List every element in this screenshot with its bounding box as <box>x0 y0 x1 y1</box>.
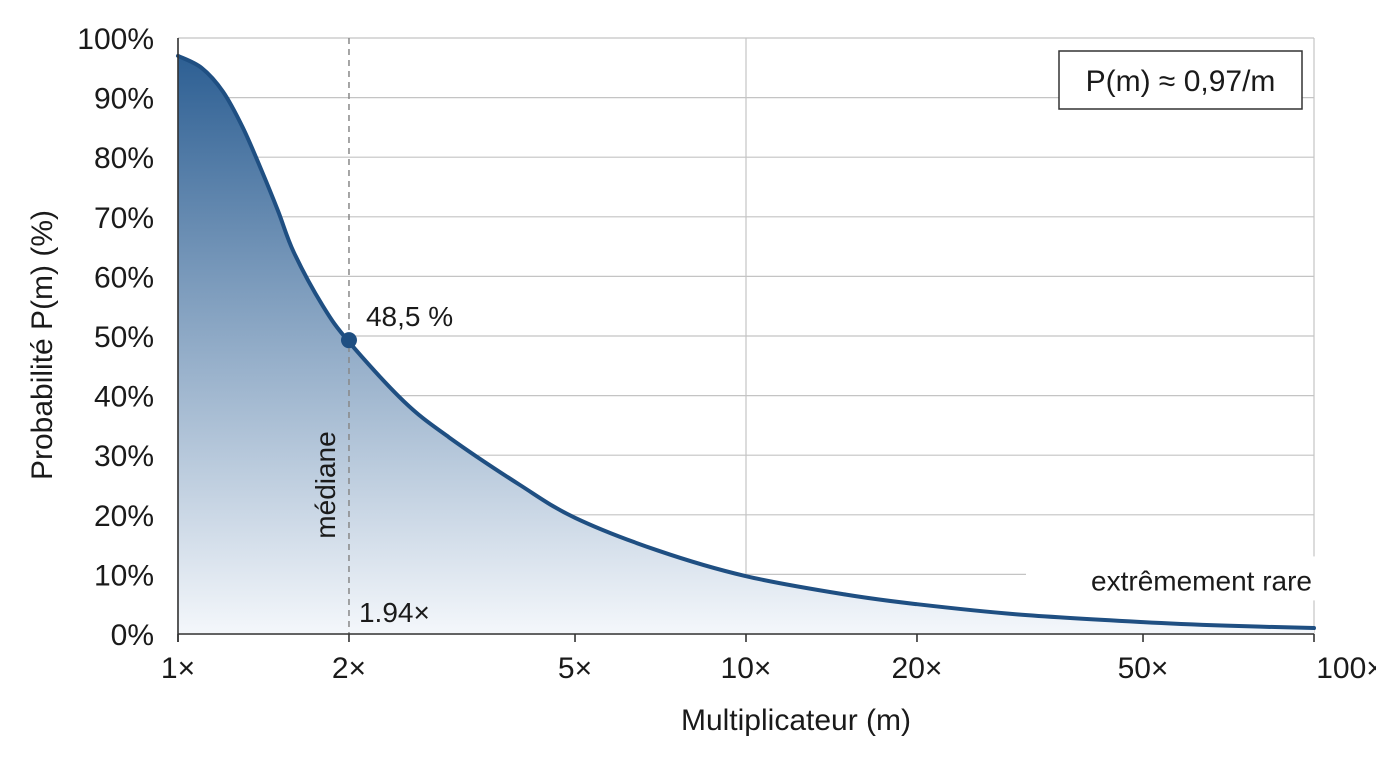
rare-label-background <box>1026 556 1316 601</box>
x-tick-label: 5× <box>558 652 592 685</box>
y-tick-label: 30% <box>94 440 154 473</box>
y-tick-label: 40% <box>94 381 154 414</box>
x-tick-labels: 1× 2× 5× 10× 20× 50× 100× <box>161 652 1376 685</box>
probability-area <box>178 55 1314 634</box>
x-tick-label: 20× <box>892 652 943 685</box>
y-tick-label: 10% <box>94 559 154 592</box>
y-tick-label: 100% <box>77 23 154 56</box>
y-tick-label: 70% <box>94 202 154 235</box>
x-axis-title: Multiplicateur (m) <box>681 704 911 737</box>
x-tick-label: 1× <box>161 652 195 685</box>
median-point <box>340 332 357 349</box>
y-tick-label: 90% <box>94 83 154 116</box>
y-tick-label: 20% <box>94 500 154 533</box>
probability-curve <box>176 53 1316 631</box>
x-tick-label: 50× <box>1118 652 1169 685</box>
formula-text: P(m) ≈ 0,97/m <box>1086 65 1276 98</box>
x-tick-label: 10× <box>721 652 772 685</box>
median-label: médiane <box>310 431 341 538</box>
y-tick-label: 0% <box>111 619 154 652</box>
y-tick-label: 80% <box>94 142 154 175</box>
formula-box <box>1058 50 1303 110</box>
median-x-label: 1.94× <box>359 597 430 628</box>
rare-label: extrêmement rare <box>1091 565 1312 596</box>
y-tick-label: 50% <box>94 321 154 354</box>
y-axis-title: Probabilité P(m) (%) <box>26 210 59 480</box>
x-tick-label: 100× <box>1316 652 1376 685</box>
y-tick-labels: 0% 10% 20% 30% 40% 50% 60% 70% 80% 90% 100% <box>77 23 154 652</box>
median-value-label: 48,5 % <box>366 301 453 332</box>
axes <box>177 38 1315 642</box>
x-tick-label: 2× <box>332 652 366 685</box>
y-tick-label: 60% <box>94 261 154 294</box>
